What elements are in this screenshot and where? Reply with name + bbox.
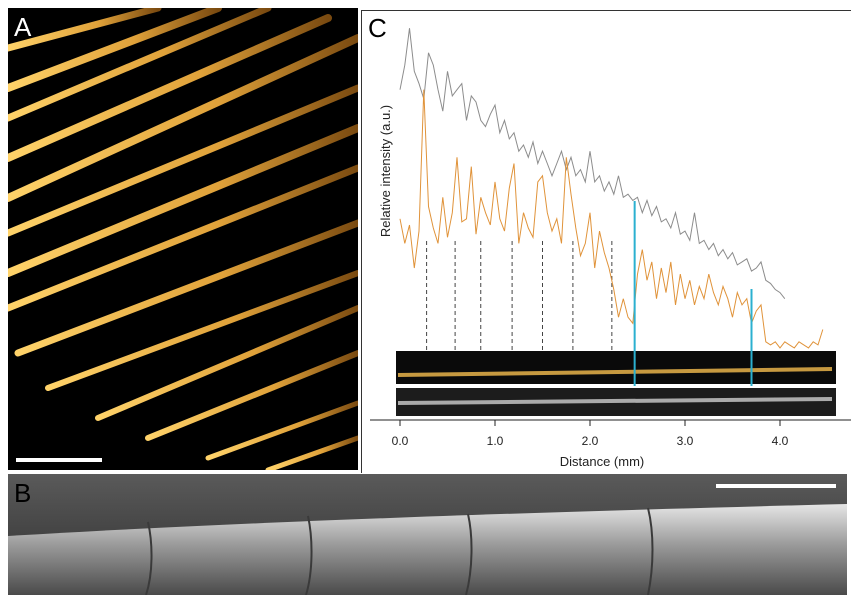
x-tick-label-4: 4.0 bbox=[772, 434, 789, 448]
x-tick-label-2: 2.0 bbox=[582, 434, 599, 448]
x-tick-label-1: 1.0 bbox=[487, 434, 504, 448]
sem-fin-ray-image bbox=[8, 474, 847, 595]
intensity-chart-panel: 0.0 1.0 2.0 3.0 4.0 Distance (mm) Relative i… bbox=[361, 10, 851, 473]
y-axis-title: Relative intensity (a.u.) bbox=[378, 105, 393, 237]
series-line-1 bbox=[399, 89, 824, 349]
series-line-0 bbox=[399, 28, 786, 300]
marker-lines bbox=[426, 241, 613, 351]
scale-bar-a bbox=[16, 458, 102, 462]
x-axis-ticks: 0.0 1.0 2.0 3.0 4.0 bbox=[392, 420, 789, 448]
sem-panel-b: B bbox=[8, 474, 847, 595]
x-axis-title: Distance (mm) bbox=[560, 454, 645, 469]
strip-marker-lines bbox=[633, 201, 753, 386]
fluorescence-strip bbox=[396, 351, 836, 384]
panel-label-b: B bbox=[14, 478, 32, 508]
x-tick-label-3: 3.0 bbox=[677, 434, 694, 448]
intensity-chart: 0.0 1.0 2.0 3.0 4.0 Distance (mm) Relative i… bbox=[370, 28, 851, 469]
scale-bar-b bbox=[716, 484, 836, 488]
x-tick-label-0: 0.0 bbox=[392, 434, 409, 448]
panel-label-c: C bbox=[368, 13, 387, 43]
micrograph-panel-a: A bbox=[8, 8, 358, 470]
fin-rays-image bbox=[8, 8, 358, 470]
panel-label-a: A bbox=[14, 12, 32, 42]
